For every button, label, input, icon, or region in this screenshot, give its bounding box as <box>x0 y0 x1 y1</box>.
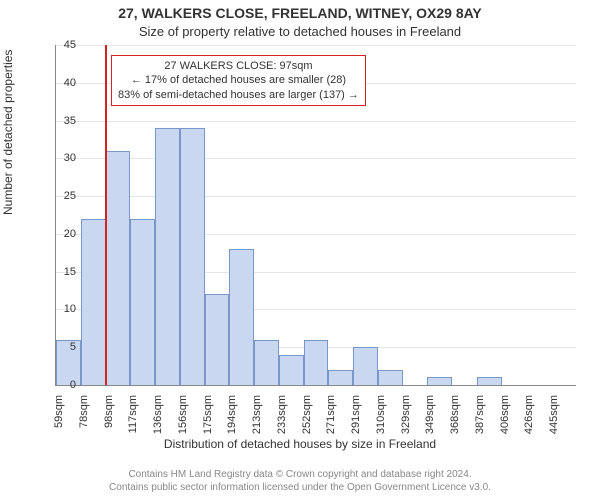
x-tick-label: 98sqm <box>103 395 115 428</box>
x-tick-label: 426sqm <box>523 395 535 434</box>
x-tick-label: 117sqm <box>127 395 139 433</box>
y-tick-label: 15 <box>46 266 76 278</box>
x-tick-label: 329sqm <box>400 395 412 434</box>
histogram-bar <box>477 377 502 385</box>
x-tick-label: 349sqm <box>424 395 436 434</box>
histogram-bar <box>81 219 106 385</box>
annotation-line: 27 WALKERS CLOSE: 97sqm <box>118 59 359 73</box>
x-tick-label: 291sqm <box>350 395 362 434</box>
histogram-bar <box>279 355 304 385</box>
x-tick-label: 175sqm <box>202 395 214 434</box>
histogram-bar <box>205 294 230 385</box>
y-tick-label: 0 <box>46 379 76 391</box>
footer-line-1: Contains HM Land Registry data © Crown c… <box>0 469 600 482</box>
x-tick-label: 252sqm <box>301 395 313 434</box>
x-tick-label: 387sqm <box>474 395 486 434</box>
histogram-bar <box>130 219 155 385</box>
histogram-bar <box>427 377 452 385</box>
x-tick-label: 213sqm <box>251 395 263 434</box>
x-tick-label: 445sqm <box>548 395 560 434</box>
x-tick-label: 368sqm <box>449 395 461 434</box>
annotation-line: ← 17% of detached houses are smaller (28… <box>118 73 359 87</box>
histogram-bar <box>328 370 353 385</box>
histogram-bar <box>304 340 329 385</box>
gridline-h <box>56 45 576 46</box>
histogram-bar <box>378 370 403 385</box>
y-tick-label: 40 <box>46 77 76 89</box>
x-tick-label: 233sqm <box>276 395 288 434</box>
x-tick-label: 271sqm <box>325 395 337 434</box>
histogram-bar <box>180 128 205 385</box>
x-axis-label: Distribution of detached houses by size … <box>0 437 600 451</box>
gridline-h <box>56 121 576 122</box>
x-tick-label: 194sqm <box>226 395 238 434</box>
chart-title-sub: Size of property relative to detached ho… <box>0 24 600 39</box>
x-tick-label: 136sqm <box>152 395 164 434</box>
y-tick-label: 30 <box>46 152 76 164</box>
marker-line <box>105 45 107 385</box>
y-tick-label: 25 <box>46 190 76 202</box>
histogram-bar <box>155 128 180 385</box>
plot-area: 27 WALKERS CLOSE: 97sqm← 17% of detached… <box>55 45 576 386</box>
gridline-h <box>56 196 576 197</box>
x-tick-label: 156sqm <box>177 395 189 434</box>
histogram-bar <box>106 151 131 385</box>
gridline-h <box>56 158 576 159</box>
x-tick-label: 59sqm <box>53 395 65 428</box>
y-axis-label: Number of detached properties <box>1 50 15 215</box>
x-tick-label: 78sqm <box>78 395 90 428</box>
x-tick-label: 406sqm <box>499 395 511 434</box>
histogram-bar <box>254 340 279 385</box>
y-tick-label: 20 <box>46 228 76 240</box>
y-tick-label: 35 <box>46 115 76 127</box>
histogram-bar <box>353 347 378 385</box>
y-tick-label: 5 <box>46 341 76 353</box>
annotation-box: 27 WALKERS CLOSE: 97sqm← 17% of detached… <box>111 55 366 106</box>
chart-footer: Contains HM Land Registry data © Crown c… <box>0 469 600 494</box>
y-tick-label: 45 <box>46 39 76 51</box>
annotation-line: 83% of semi-detached houses are larger (… <box>118 88 359 102</box>
x-tick-label: 310sqm <box>375 395 387 434</box>
chart-title-main: 27, WALKERS CLOSE, FREELAND, WITNEY, OX2… <box>0 5 600 21</box>
y-tick-label: 10 <box>46 303 76 315</box>
chart-container: 27, WALKERS CLOSE, FREELAND, WITNEY, OX2… <box>0 0 600 500</box>
histogram-bar <box>229 249 254 385</box>
footer-line-2: Contains public sector information licen… <box>0 482 600 495</box>
